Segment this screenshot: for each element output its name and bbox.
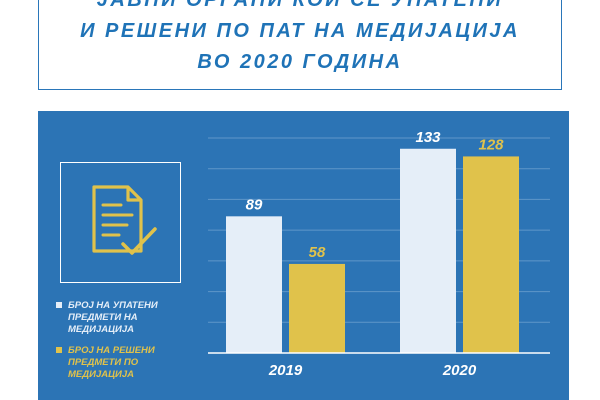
document-check-icon — [92, 185, 157, 255]
legend-label-referred: БРОЈ НА УПАТЕНИ ПРЕДМЕТИ НА МЕДИЈАЦИЈА — [68, 300, 158, 335]
bar-2020-series-1 — [463, 156, 519, 353]
title-line-2: И РЕШЕНИ ПО ПАТ НА МЕДИЈАЦИЈА — [80, 20, 520, 42]
icon-frame — [60, 162, 181, 283]
title-box: ЈАВНИ ОРГАНИ КОИ СЕ УПАТЕНИ И РЕШЕНИ ПО … — [38, 0, 562, 90]
data-label-2020-series-1: 128 — [478, 136, 504, 153]
legend-swatch-resolved — [56, 347, 62, 353]
bar-2019-series-1 — [289, 263, 345, 353]
title-line-1: ЈАВНИ ОРГАНИ КОИ СЕ УПАТЕНИ — [96, 0, 504, 11]
bar-chart: 89 58 2019 133 128 2020 — [208, 129, 550, 379]
data-label-2019-series-0: 89 — [246, 196, 263, 213]
x-tick-label-2020: 2020 — [442, 362, 477, 379]
chart-panel: БРОЈ НА УПАТЕНИ ПРЕДМЕТИ НА МЕДИЈАЦИЈА Б… — [38, 111, 569, 400]
data-label-2020-series-0: 133 — [415, 129, 441, 146]
data-label-2019-series-1: 58 — [309, 244, 326, 261]
legend-swatch-referred — [56, 302, 62, 308]
title-line-3: ВО 2020 ГОДИНА — [197, 51, 403, 73]
legend-label-resolved: БРОЈ НА РЕШЕНИ ПРЕДМЕТИ ПО МЕДИЈАЦИЈА — [68, 345, 155, 380]
x-tick-label-2019: 2019 — [268, 362, 303, 379]
bar-2019-series-0 — [226, 216, 282, 353]
bar-2020-series-0 — [400, 148, 456, 353]
